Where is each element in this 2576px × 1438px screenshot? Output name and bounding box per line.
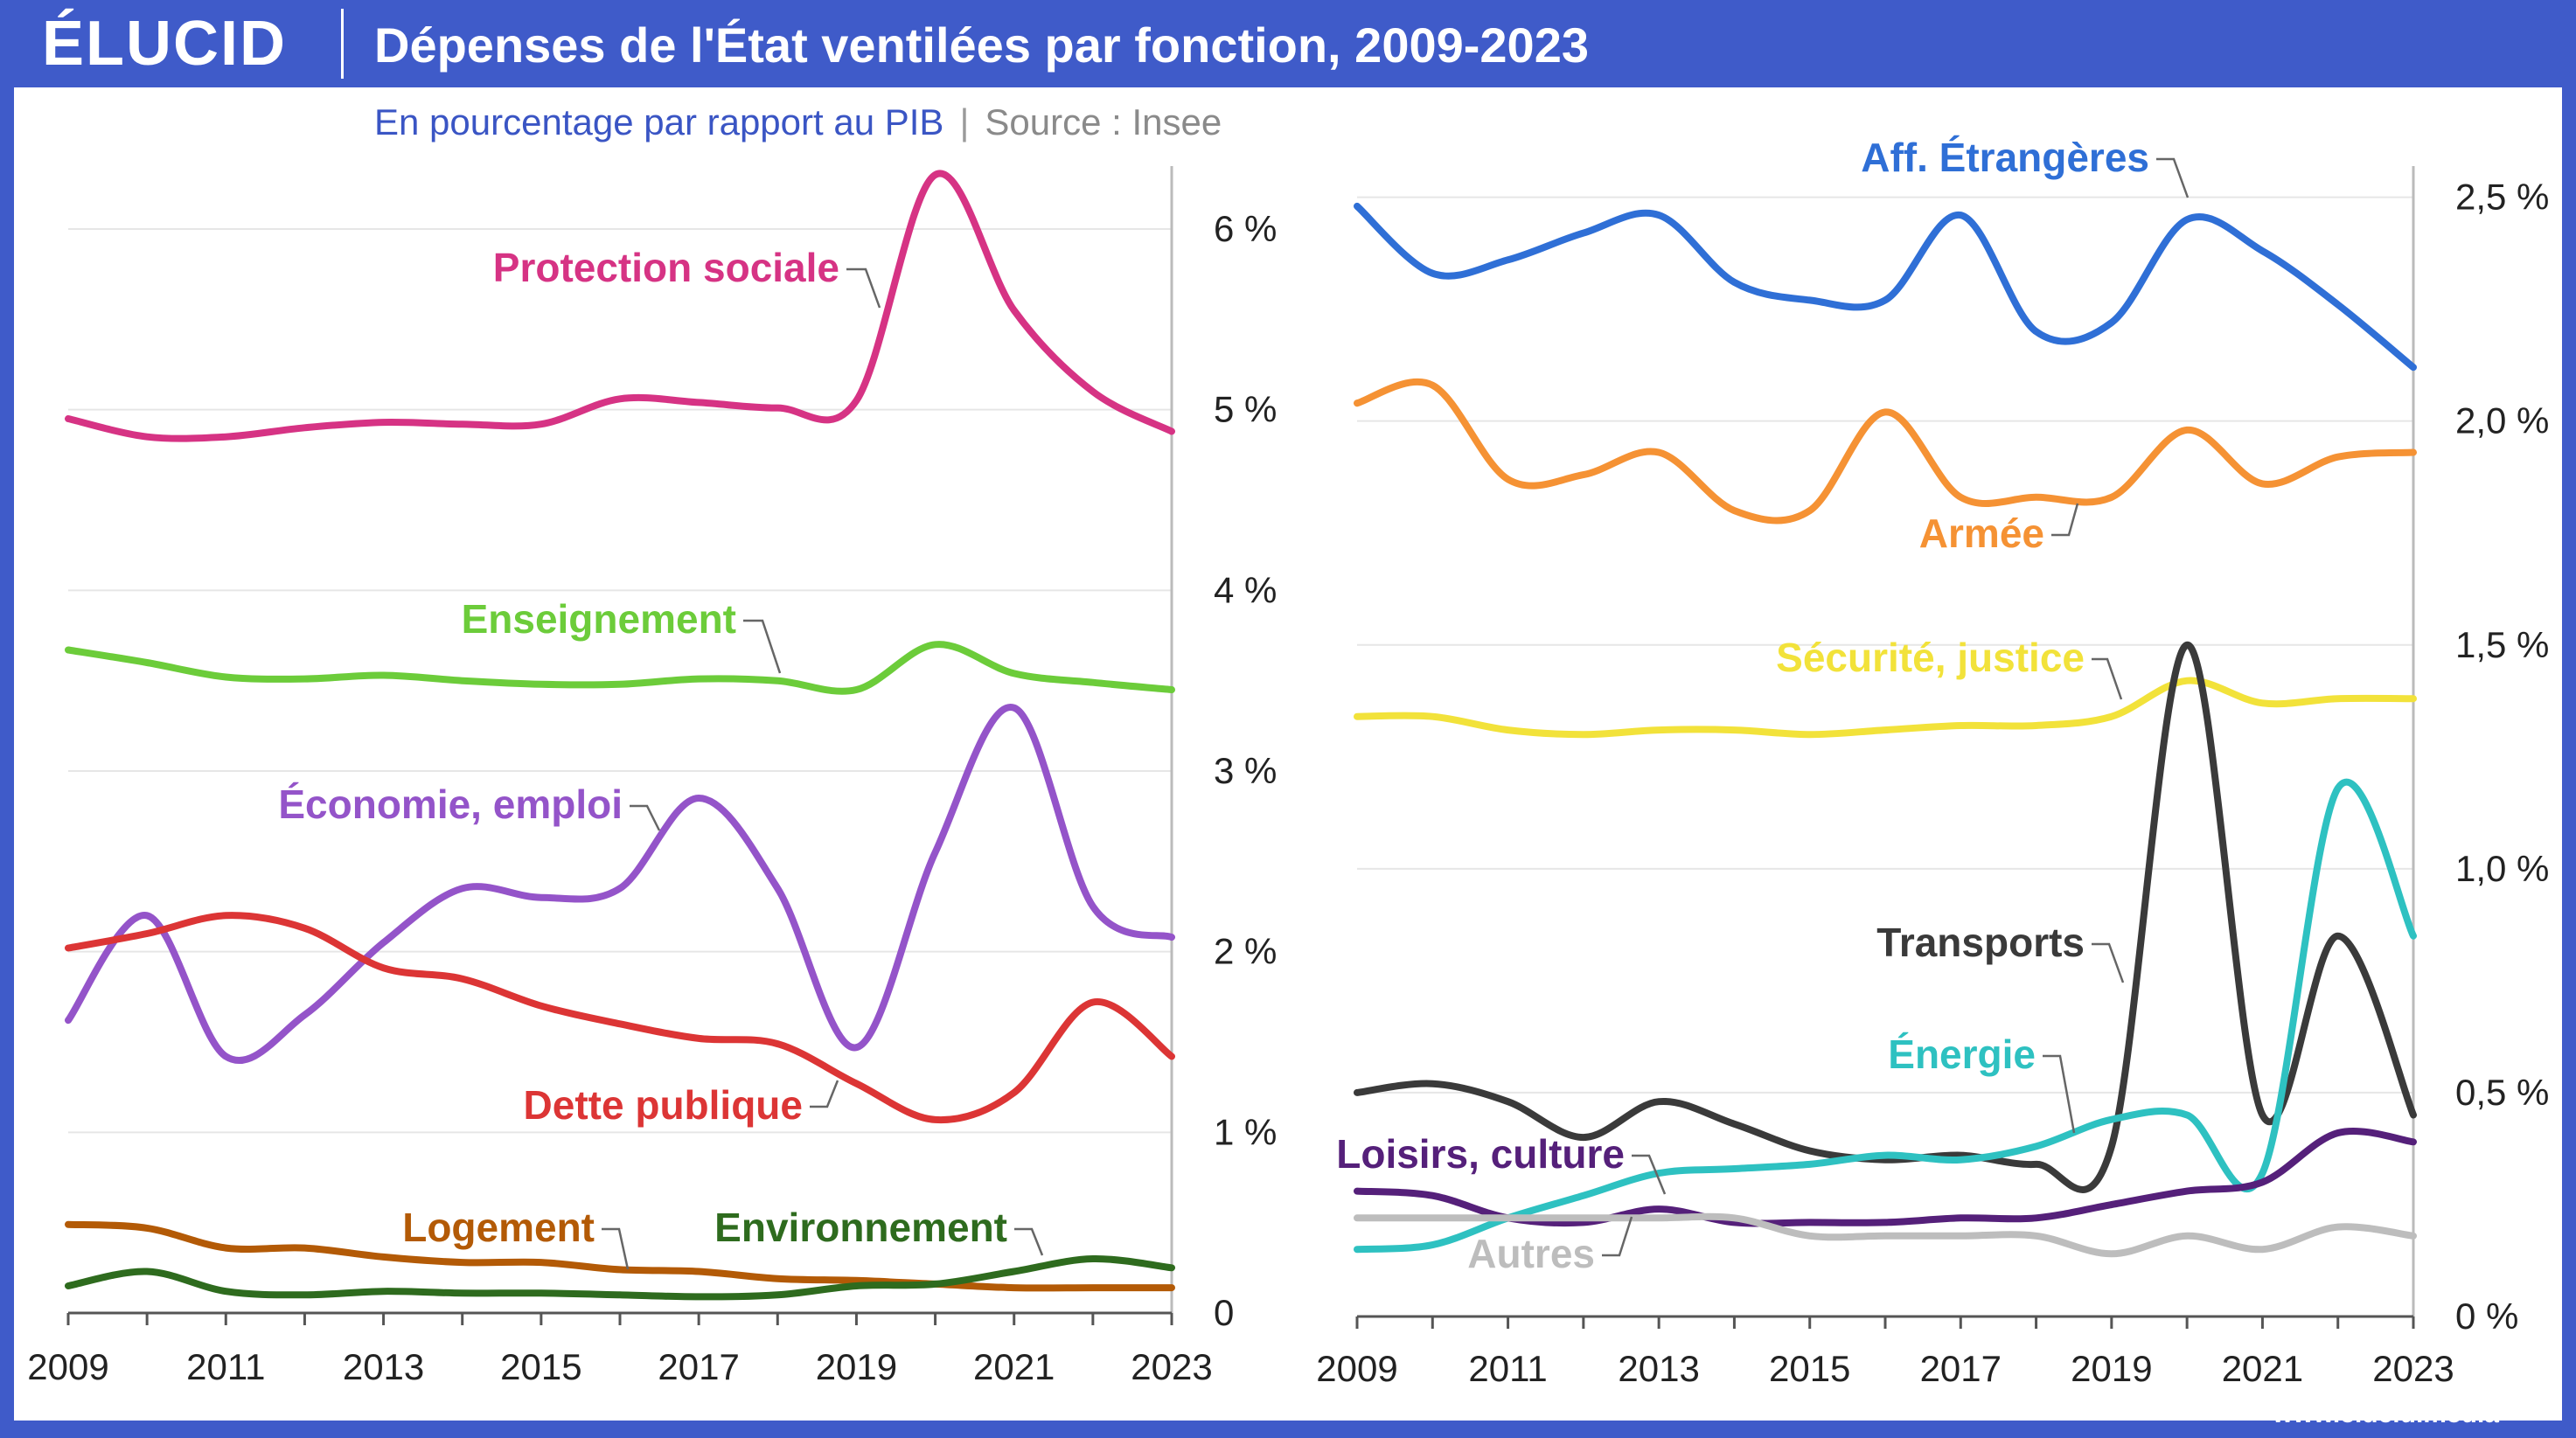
label-leader-line — [2092, 942, 2125, 983]
x-tick-label: 2013 — [1618, 1348, 1699, 1389]
series-line-protection-sociale — [65, 170, 1175, 442]
right-chart: 0 % 0,5 % 1,0 % 1,5 % 2,0 % 2,5 % 2009 2011 2013… — [1316, 135, 2549, 1389]
y-tick-label: 5 % — [1214, 389, 1277, 430]
x-tick-label: 2017 — [658, 1346, 739, 1387]
label-leader-line — [630, 804, 661, 831]
series-label-enseignement: Enseignement — [462, 596, 736, 642]
series-label-logement: Logement — [402, 1205, 595, 1250]
series-line-aff-etrangeres — [1354, 202, 2417, 372]
left-chart: 0 1 % 2 % 3 % 4 % 5 % 6 % 2009 2011 2013 2015 2017 2… — [27, 166, 1277, 1387]
footer-url[interactable]: www.elucid.media — [2273, 1400, 2499, 1428]
series-line-securite-justice — [1354, 677, 2417, 739]
x-tick-label: 2015 — [500, 1346, 581, 1387]
series-label-energie: Énergie — [1888, 1032, 2036, 1077]
x-tick-label: 2021 — [2222, 1348, 2303, 1389]
x-tick-label: 2023 — [2372, 1348, 2454, 1389]
y-tick-label: 0 — [1214, 1292, 1234, 1333]
series-line-autres — [1354, 1212, 2417, 1258]
y-tick-label: 1,5 % — [2455, 624, 2549, 665]
series-line-energie — [1354, 778, 2417, 1254]
label-leader-line — [2092, 657, 2123, 700]
x-tick-label: 2011 — [186, 1346, 265, 1387]
y-tick-label: 1,0 % — [2455, 848, 2549, 889]
x-tick-label: 2021 — [973, 1346, 1055, 1387]
label-leader-line — [2051, 503, 2079, 537]
series-line-logement — [65, 1220, 1175, 1292]
source-text: Source : Insee — [985, 101, 1222, 142]
x-tick-label: 2015 — [1769, 1348, 1850, 1389]
x-tick-label: 2009 — [27, 1346, 108, 1387]
series-label-securite-justice: Sécurité, justice — [1776, 635, 2085, 680]
label-leader-line — [743, 619, 782, 674]
y-tick-label: 4 % — [1214, 569, 1277, 610]
y-tick-label: 2,5 % — [2455, 177, 2549, 218]
subtitle-separator: | — [959, 101, 970, 142]
y-tick-label: 2,0 % — [2455, 400, 2549, 441]
series-label-loisirs-culture: Loisirs, culture — [1336, 1131, 1625, 1177]
x-tick-label: 2011 — [1468, 1348, 1547, 1389]
series-label-autres: Autres — [1467, 1231, 1595, 1276]
series-line-transports — [1354, 641, 2417, 1193]
header: ÉLUCID Dépenses de l'État ventilées par … — [0, 0, 2576, 87]
x-tick-label: 2019 — [816, 1346, 897, 1387]
footer-arrow-icon — [2504, 1385, 2557, 1420]
subtitle-text: En pourcentage par rapport au PIB — [374, 101, 944, 142]
y-tick-label: 0 % — [2455, 1296, 2518, 1337]
series-line-dette-publique — [65, 912, 1175, 1124]
series-line-armee — [1354, 378, 2417, 524]
label-leader-line — [2043, 1054, 2076, 1134]
label-leader-line — [1014, 1227, 1044, 1256]
series-label-dette-publique: Dette publique — [524, 1082, 803, 1128]
label-leader-line — [846, 267, 881, 309]
y-tick-label: 0,5 % — [2455, 1072, 2549, 1113]
series-label-economie-emploi: Économie, emploi — [278, 782, 623, 827]
series-label-protection-sociale: Protection sociale — [493, 245, 839, 290]
series-line-economie-emploi — [65, 704, 1175, 1065]
series-line-enseignement — [65, 641, 1175, 695]
chart-subtitle: En pourcentage par rapport au PIB | Source… — [374, 94, 1222, 150]
series-label-aff-etrangeres: Aff. Étrangères — [1861, 135, 2149, 180]
chart-title: Dépenses de l'État ventilées par fonctio… — [374, 17, 1589, 73]
y-tick-label: 1 % — [1214, 1111, 1277, 1152]
x-tick-label: 2009 — [1316, 1348, 1397, 1389]
header-separator — [341, 9, 344, 79]
y-tick-label: 6 % — [1214, 208, 1277, 249]
label-leader-line — [2156, 157, 2190, 198]
y-tick-label: 2 % — [1214, 931, 1277, 972]
label-leader-line — [602, 1227, 630, 1270]
series-label-transports: Transports — [1876, 920, 2085, 965]
series-line-environnement — [65, 1254, 1175, 1301]
x-tick-label: 2023 — [1131, 1346, 1212, 1387]
series-label-environnement: Environnement — [714, 1205, 1007, 1250]
series-label-armee: Armée — [1919, 511, 2044, 556]
y-tick-label: 3 % — [1214, 750, 1277, 791]
x-tick-label: 2013 — [343, 1346, 424, 1387]
brand-logo[interactable]: ÉLUCID — [42, 9, 287, 79]
label-leader-line — [1602, 1216, 1633, 1257]
label-leader-line — [1632, 1154, 1667, 1195]
x-tick-label: 2019 — [2071, 1348, 2152, 1389]
label-leader-line — [810, 1080, 839, 1108]
x-tick-label: 2017 — [1920, 1348, 2002, 1389]
